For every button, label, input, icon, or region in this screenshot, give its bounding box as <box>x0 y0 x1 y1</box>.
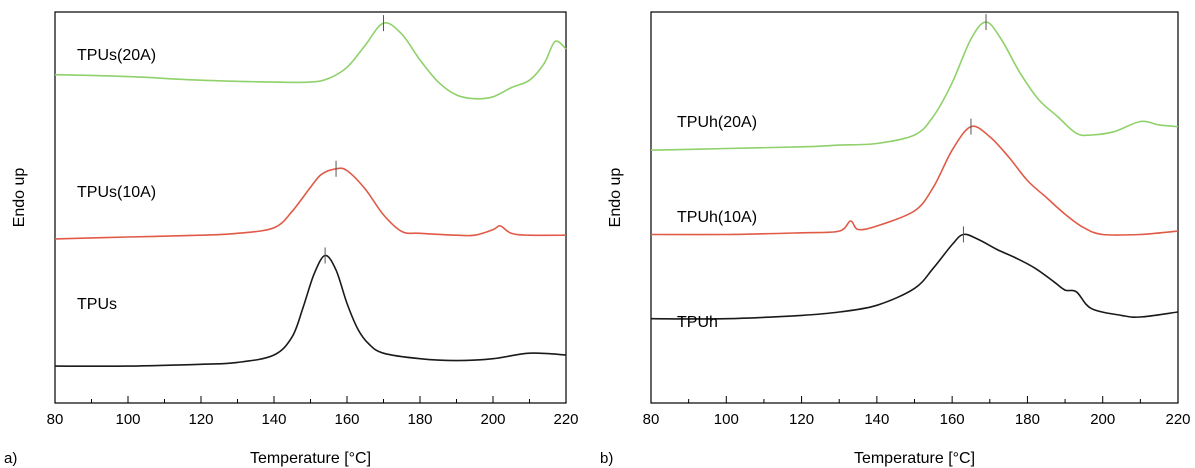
series-line-TPUs(10A) <box>54 167 567 240</box>
series-label-TPUs(20A): TPUs(20A) <box>77 47 156 64</box>
panel-label-a: a) <box>4 450 17 467</box>
y-axis-title-a: Endo up <box>11 168 28 228</box>
x-tick-label: 180 <box>407 411 432 428</box>
series-line-TPUh(20A) <box>650 21 1179 151</box>
series-label-TPUh(10A): TPUh(10A) <box>677 209 757 226</box>
x-tick-label: 200 <box>480 411 505 428</box>
panel-label-b: b) <box>600 450 613 467</box>
series-line-TPUs(20A) <box>54 21 567 100</box>
series-line-TPUh(10A) <box>650 125 1179 236</box>
panel-b: 80 100 120 140 160 180 200 220 Temperature [°C] E… <box>600 11 1191 467</box>
series-line-TPUs <box>54 254 567 368</box>
series-label-TPUs: TPUs <box>77 296 117 313</box>
x-tick-label: 200 <box>1090 411 1115 428</box>
x-tick-label: 140 <box>261 411 286 428</box>
series-label-TPUh: TPUh <box>677 314 718 331</box>
x-axis-title-a: Temperature [°C] <box>250 450 371 467</box>
y-axis-title-b: Endo up <box>607 168 624 228</box>
x-axis-title-b: Temperature [°C] <box>854 450 975 467</box>
series-line-TPUh <box>650 233 1179 320</box>
series-label-TPUh(20A): TPUh(20A) <box>677 114 757 131</box>
x-tick-label: 140 <box>864 411 889 428</box>
x-tick-label: 80 <box>643 411 660 428</box>
x-tick-label: 100 <box>714 411 739 428</box>
x-tick-label: 160 <box>334 411 359 428</box>
x-tick-label: 220 <box>553 411 578 428</box>
x-tick-label: 160 <box>940 411 965 428</box>
x-tick-label: 120 <box>789 411 814 428</box>
panel-a: 80 100 120 140 160 180 200 220 Temperature [°C] E… <box>4 11 579 467</box>
x-tick-label: 180 <box>1015 411 1040 428</box>
plot-frame-b <box>650 11 1179 404</box>
series-label-TPUs(10A): TPUs(10A) <box>77 184 156 201</box>
x-tick-label: 120 <box>188 411 213 428</box>
plot-frame-a <box>54 11 567 404</box>
x-tick-label: 80 <box>47 411 64 428</box>
x-tick-label: 100 <box>115 411 140 428</box>
x-tick-label: 220 <box>1165 411 1190 428</box>
